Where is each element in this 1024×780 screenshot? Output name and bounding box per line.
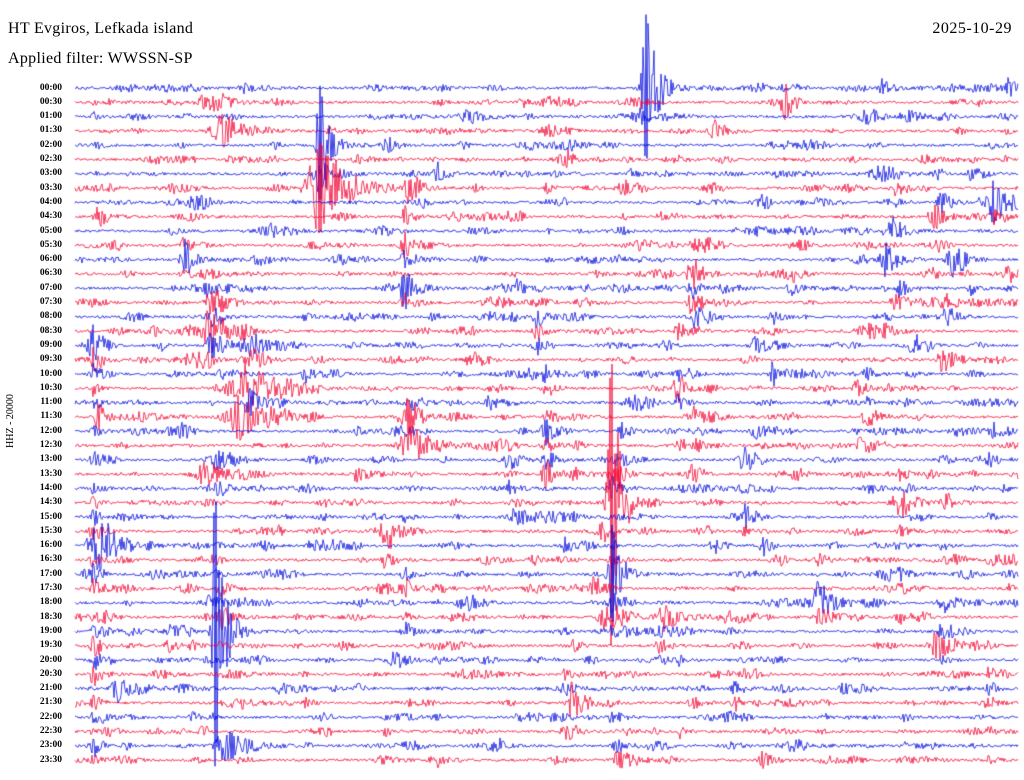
trace-time-label: 09:30 — [39, 354, 62, 365]
trace-time-label: 03:00 — [39, 168, 62, 179]
trace-time-label: 23:30 — [39, 754, 62, 765]
trace-time-label: 16:00 — [39, 540, 62, 551]
trace-time-label: 06:30 — [39, 268, 62, 279]
trace-time-label: 10:00 — [39, 368, 62, 379]
trace-time-label: 12:30 — [39, 440, 62, 450]
trace-time-label: 18:00 — [39, 597, 62, 608]
trace-time-label: 23:00 — [39, 740, 62, 751]
trace-time-label: 14:00 — [39, 482, 62, 493]
trace-time-label: 08:00 — [39, 311, 62, 322]
trace-time-label: 08:30 — [39, 325, 62, 336]
trace-time-label: 16:30 — [39, 554, 62, 565]
trace-time-label: 19:00 — [39, 625, 62, 636]
trace-time-label: 17:00 — [39, 568, 62, 579]
trace-time-label: 21:00 — [39, 683, 62, 694]
trace-time-label: 12:00 — [39, 425, 62, 436]
trace-time-label: 20:30 — [39, 668, 62, 679]
station-title: HT Evgiros, Lefkada island — [8, 20, 194, 37]
trace-time-label: 07:00 — [39, 282, 62, 293]
trace-time-label: 11:30 — [40, 411, 62, 422]
trace-time-label: 22:30 — [39, 726, 62, 736]
trace-time-label: 22:00 — [39, 711, 62, 722]
trace-time-label: 18:30 — [39, 611, 62, 622]
trace-time-label: 02:00 — [39, 139, 62, 150]
trace-time-label: 03:30 — [39, 182, 62, 193]
filter-label: Applied filter: WWSSN-SP — [8, 50, 193, 67]
trace-time-label: 20:00 — [39, 654, 62, 665]
trace-time-label: 06:00 — [39, 254, 62, 265]
trace-time-label: 01:30 — [39, 125, 62, 136]
trace-time-label: 13:00 — [39, 454, 62, 465]
trace-time-label: 04:00 — [39, 196, 62, 207]
trace-time-label: 05:00 — [39, 225, 62, 236]
trace-time-label: 07:30 — [39, 297, 62, 307]
trace-time-label: 15:00 — [39, 511, 62, 522]
trace-time-label: 04:30 — [39, 211, 62, 222]
trace-time-label: 10:30 — [39, 382, 62, 393]
trace-time-label: 00:30 — [39, 96, 62, 107]
trace-time-label: 19:30 — [39, 640, 62, 651]
trace-time-label: 09:00 — [39, 339, 62, 350]
trace-time-label: 02:30 — [39, 154, 62, 164]
trace-time-label: 14:30 — [39, 497, 62, 508]
y-axis-channel-label: HHZ - 20000 — [5, 394, 16, 448]
trace-time-label: 00:00 — [39, 82, 62, 93]
trace-time-label: 17:30 — [39, 583, 62, 593]
date-label: 2025-10-29 — [932, 20, 1012, 37]
trace-time-label: 21:30 — [39, 697, 62, 708]
trace-time-label: 01:00 — [39, 111, 62, 122]
trace-time-label: 15:30 — [39, 525, 62, 536]
trace-time-label: 13:30 — [39, 468, 62, 479]
trace-time-label: 11:00 — [40, 397, 62, 408]
trace-time-label: 05:30 — [39, 239, 62, 250]
